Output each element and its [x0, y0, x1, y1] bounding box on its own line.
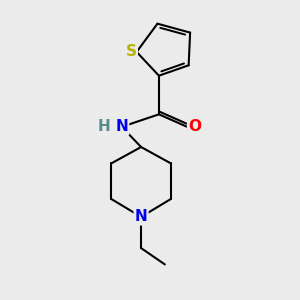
Text: N: N: [135, 209, 148, 224]
Text: S: S: [126, 44, 137, 59]
Text: H: H: [98, 119, 110, 134]
Text: O: O: [188, 119, 201, 134]
Text: N: N: [116, 119, 128, 134]
